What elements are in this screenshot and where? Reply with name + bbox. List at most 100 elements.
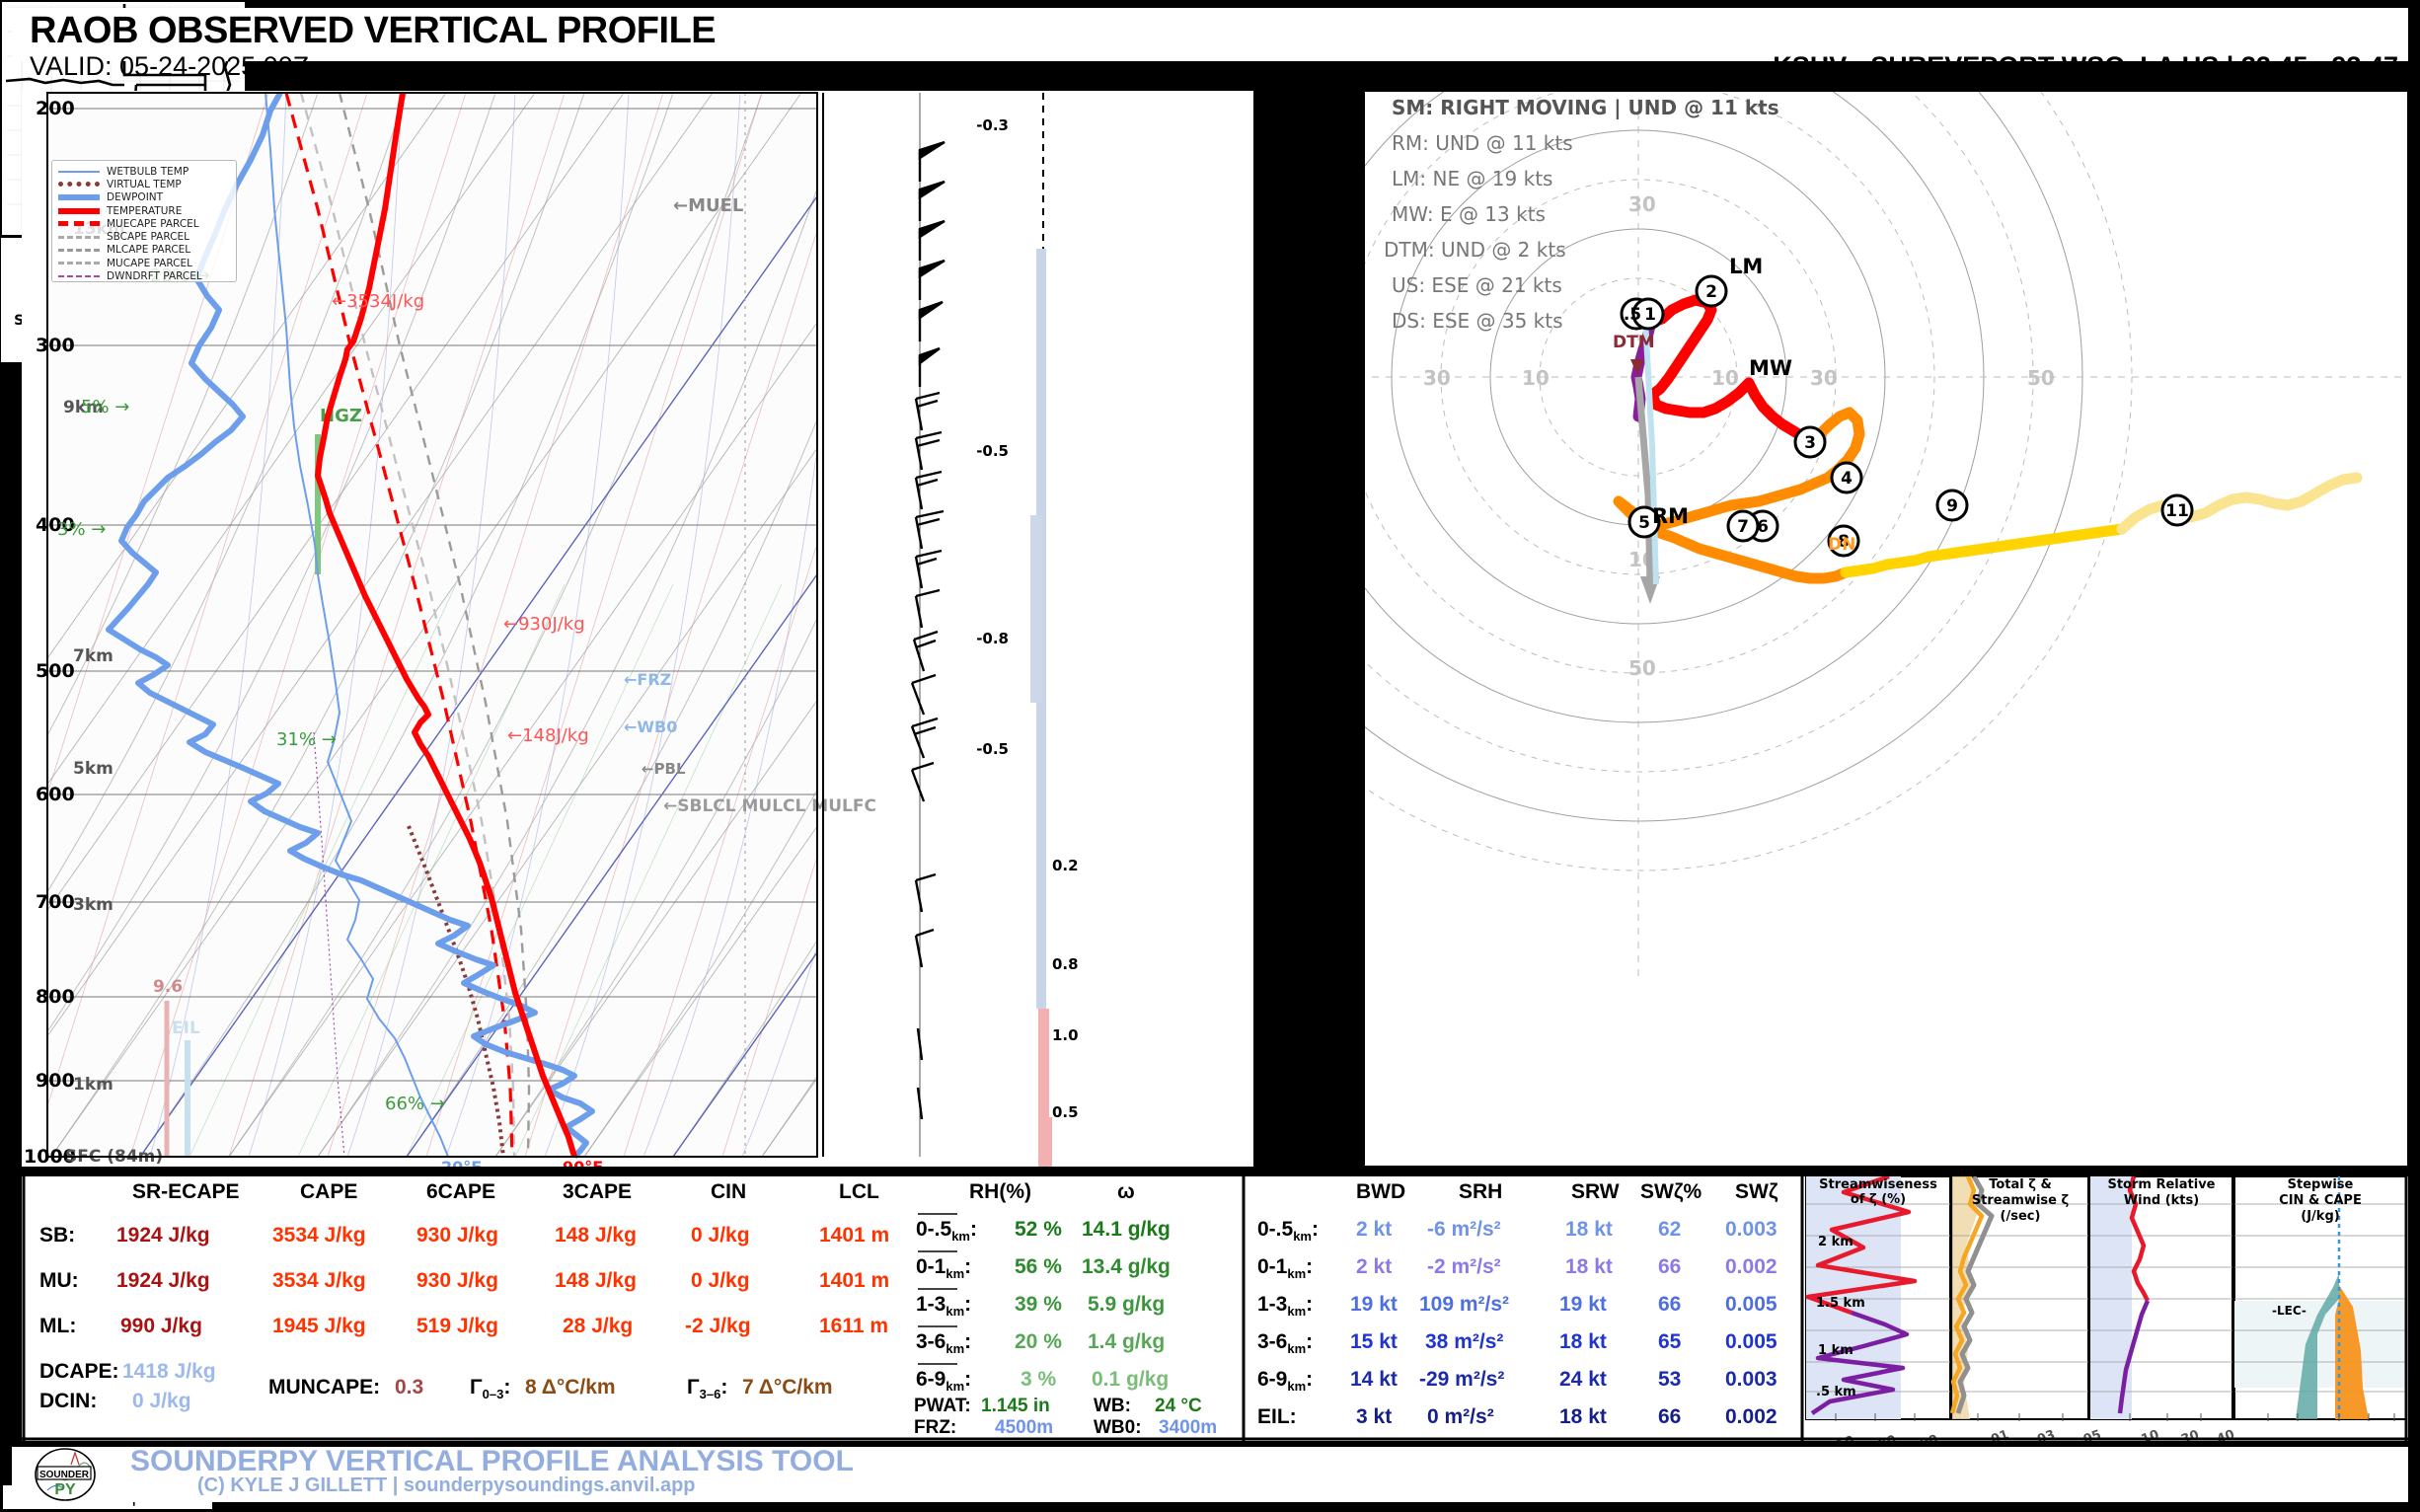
sb-3cape: 148 J/kg	[555, 1224, 637, 1247]
wb-label: WB:	[1094, 1396, 1131, 1416]
hodograph-panel[interactable]: 10 10 30 30 50 30 10 50	[1068, 0, 2409, 1168]
legend-label: DEWPOINT	[107, 191, 164, 204]
frz-label: FRZ:	[914, 1417, 957, 1438]
vscale-tick: 0.5	[1052, 1103, 1079, 1121]
temp-tick: 0	[271, 1164, 284, 1167]
shear-row-label: 0-1km:	[1257, 1255, 1314, 1282]
bwd-value: 2 kt	[1356, 1218, 1393, 1241]
ml-3cape: 28 J/kg	[563, 1315, 634, 1337]
vscale-tick: -0.5	[976, 442, 1009, 460]
sb-srecape: 1924 J/kg	[116, 1224, 210, 1247]
pressure-tick: 400	[36, 514, 75, 536]
row-label-mu: MU:	[39, 1269, 79, 1292]
hodo-height-label: 5	[1638, 513, 1650, 533]
col-header-cin: CIN	[711, 1180, 747, 1203]
swz-pct-value: 53	[1658, 1368, 1682, 1391]
total-zeta-panel	[1949, 1174, 2089, 1421]
pressure-tick: 500	[36, 660, 75, 682]
temp-tick: 10	[357, 1164, 383, 1167]
shear-row-label: 0-.5km:	[1257, 1218, 1319, 1245]
ring-label: 10	[1711, 366, 1739, 390]
rh-row-label: 0-1km:	[916, 1255, 972, 1282]
rh-value: 52 %	[1015, 1218, 1062, 1241]
col-header-swz: SWζ	[1735, 1180, 1778, 1203]
ml-lcl: 1611 m	[819, 1315, 889, 1337]
vscale-tick: -0.8	[976, 630, 1009, 647]
height-label: 3km	[73, 895, 113, 915]
eil-label: EIL	[172, 1019, 200, 1038]
row-label-ml: ML:	[39, 1315, 77, 1337]
sb-6cape: 930 J/kg	[416, 1224, 498, 1247]
ring-label: 30	[1423, 366, 1451, 390]
mu-cin: 0 J/kg	[691, 1269, 750, 1292]
rh-row-label: 6-9km:	[916, 1368, 972, 1395]
rh-row-label: 3-6km:	[916, 1330, 972, 1357]
thermodynamics-table: SR-ECAPE CAPE 6CAPE 3CAPE CIN LCL SB: 19…	[22, 1176, 900, 1441]
skewt-panel[interactable]: HGZ EIL 9.6 1000	[22, 91, 1253, 1167]
ring-label: 30	[1810, 366, 1838, 390]
col-header-bwd: BWD	[1356, 1180, 1406, 1203]
col-header-srecape: SR-ECAPE	[132, 1180, 240, 1203]
vscale-tick: 0.2	[1052, 857, 1079, 874]
hodo-height-label: 1	[1644, 305, 1656, 325]
info-line: MW: E @ 13 kts	[1392, 202, 1546, 226]
col-header-rh: RH(%)	[969, 1180, 1031, 1203]
pressure-axis: 1000 900 800 700 600 500 400 300 200	[24, 98, 76, 1167]
srw-value: 19 kt	[1559, 1293, 1607, 1316]
lapse-rate-value: 9.6	[153, 977, 183, 997]
row-label-sb: SB:	[39, 1224, 76, 1247]
col-header-swz-p: SWζ%	[1640, 1180, 1702, 1203]
bwd-value: 19 kt	[1350, 1293, 1398, 1316]
info-line: RM: UND @ 11 kts	[1392, 131, 1573, 155]
height-label: 9km	[63, 398, 104, 417]
legend-item: MUECAPE PARCEL	[52, 217, 236, 230]
temp-tick: -20	[83, 1164, 116, 1167]
lapse-3-6-value: 7 Δ°C/km	[742, 1376, 833, 1399]
legend-label: TEMPERATURE	[107, 204, 183, 217]
vscale-tick: -0.3	[976, 116, 1009, 134]
srw-value: 18 kt	[1559, 1330, 1607, 1353]
logo-text-top: SOUNDER	[39, 1470, 90, 1480]
hodograph-info: SM: RIGHT MOVING | UND @ 11 kts RM: UND …	[1384, 96, 1779, 333]
hodo-height-label: 2	[1705, 282, 1717, 302]
rh-arrow: 5% →	[81, 397, 129, 417]
legend-swatch	[58, 182, 100, 188]
ring-label: 50	[2027, 366, 2055, 390]
pwat-label: PWAT:	[914, 1396, 971, 1416]
temp-tick: 50	[710, 1164, 735, 1167]
col-header-srw: SRW	[1571, 1180, 1620, 1203]
mini-panels-svg: Streamwiseness of ζ (%) Total ζ & Stream…	[1804, 1173, 2408, 1454]
lapse-0-3-label: Γ0–3:	[470, 1376, 511, 1402]
legend-item: MLCAPE PARCEL	[52, 244, 236, 257]
col-header-6cape: 6CAPE	[426, 1180, 496, 1203]
mini-title-srw-2: Wind (kts)	[2124, 1193, 2199, 1208]
cape-annotation: ←3534J/kg	[332, 291, 424, 312]
bwd-value: 2 kt	[1356, 1255, 1393, 1278]
logo-text-mid: PY	[54, 1481, 76, 1498]
wb-value: 24 °C	[1155, 1396, 1202, 1416]
legend-swatch	[58, 275, 100, 278]
legend-label: MUCAPE PARCEL	[107, 257, 192, 269]
stepwise-panel	[2233, 1175, 2407, 1421]
mini-height-label: 1 km	[1818, 1343, 1853, 1358]
legend-swatch	[58, 262, 100, 265]
shear-frame	[1246, 1176, 1804, 1441]
lec-label: -LEC-	[2272, 1304, 2307, 1318]
temp-tick: -10	[175, 1164, 208, 1167]
col-header-cape: CAPE	[300, 1180, 358, 1203]
wind-barbs	[910, 93, 945, 1157]
mini-title-stepwise-1: Stepwise	[2288, 1177, 2354, 1192]
rh-row-label: 1-3km:	[916, 1293, 972, 1320]
shear-row-label: 3-6km:	[1257, 1330, 1314, 1357]
legend-label: VIRTUAL TEMP	[107, 178, 182, 190]
legend-label: DWNDRFT PARCEL	[107, 270, 202, 283]
legend-label: MLCAPE PARCEL	[107, 244, 191, 257]
pressure-tick: 200	[36, 98, 75, 119]
rh-value: 3 %	[1021, 1368, 1057, 1391]
thermo-frame	[22, 1176, 900, 1441]
ml-cape: 1945 J/kg	[272, 1315, 366, 1337]
pressure-tick: 900	[36, 1070, 75, 1092]
col-header-lcl: LCL	[839, 1180, 879, 1203]
height-label: 5km	[73, 759, 113, 779]
